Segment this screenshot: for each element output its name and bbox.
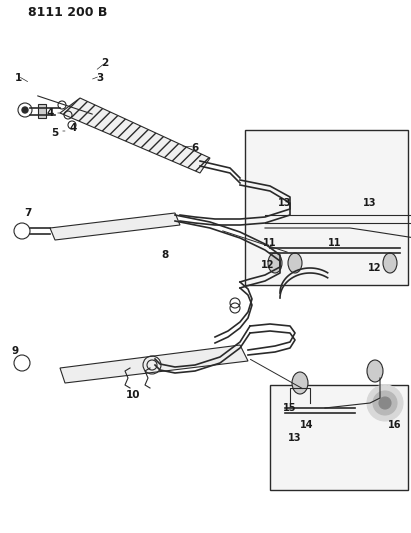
Bar <box>245 130 408 285</box>
Text: 12: 12 <box>261 260 275 270</box>
Text: 11: 11 <box>263 238 277 248</box>
Polygon shape <box>60 98 210 173</box>
Text: 8: 8 <box>162 250 169 260</box>
Ellipse shape <box>268 253 282 273</box>
Text: 14: 14 <box>300 420 314 430</box>
Text: 13: 13 <box>363 198 377 208</box>
Text: 13: 13 <box>278 198 292 208</box>
Bar <box>38 104 46 118</box>
Polygon shape <box>60 345 248 383</box>
Text: 6: 6 <box>192 143 199 153</box>
Ellipse shape <box>288 253 302 273</box>
Circle shape <box>367 385 403 421</box>
Text: 1: 1 <box>14 73 22 83</box>
Text: 15: 15 <box>283 403 297 413</box>
Text: 11: 11 <box>328 238 342 248</box>
Text: 2: 2 <box>102 58 109 68</box>
Text: 3: 3 <box>96 73 104 83</box>
Text: 5: 5 <box>51 128 59 138</box>
Text: 7: 7 <box>24 208 32 218</box>
Ellipse shape <box>292 372 308 394</box>
Bar <box>270 385 408 490</box>
Polygon shape <box>50 213 180 240</box>
Circle shape <box>373 391 397 415</box>
Text: 13: 13 <box>288 433 302 443</box>
Text: 16: 16 <box>388 420 402 430</box>
Text: 4: 4 <box>46 108 54 118</box>
Ellipse shape <box>367 360 383 382</box>
Ellipse shape <box>383 253 397 273</box>
Circle shape <box>379 397 391 409</box>
Text: 8111 200 B: 8111 200 B <box>28 6 107 20</box>
Text: 10: 10 <box>126 390 140 400</box>
Text: 4: 4 <box>69 123 77 133</box>
Text: 12: 12 <box>368 263 382 273</box>
Text: 9: 9 <box>12 346 18 356</box>
Circle shape <box>22 107 28 113</box>
